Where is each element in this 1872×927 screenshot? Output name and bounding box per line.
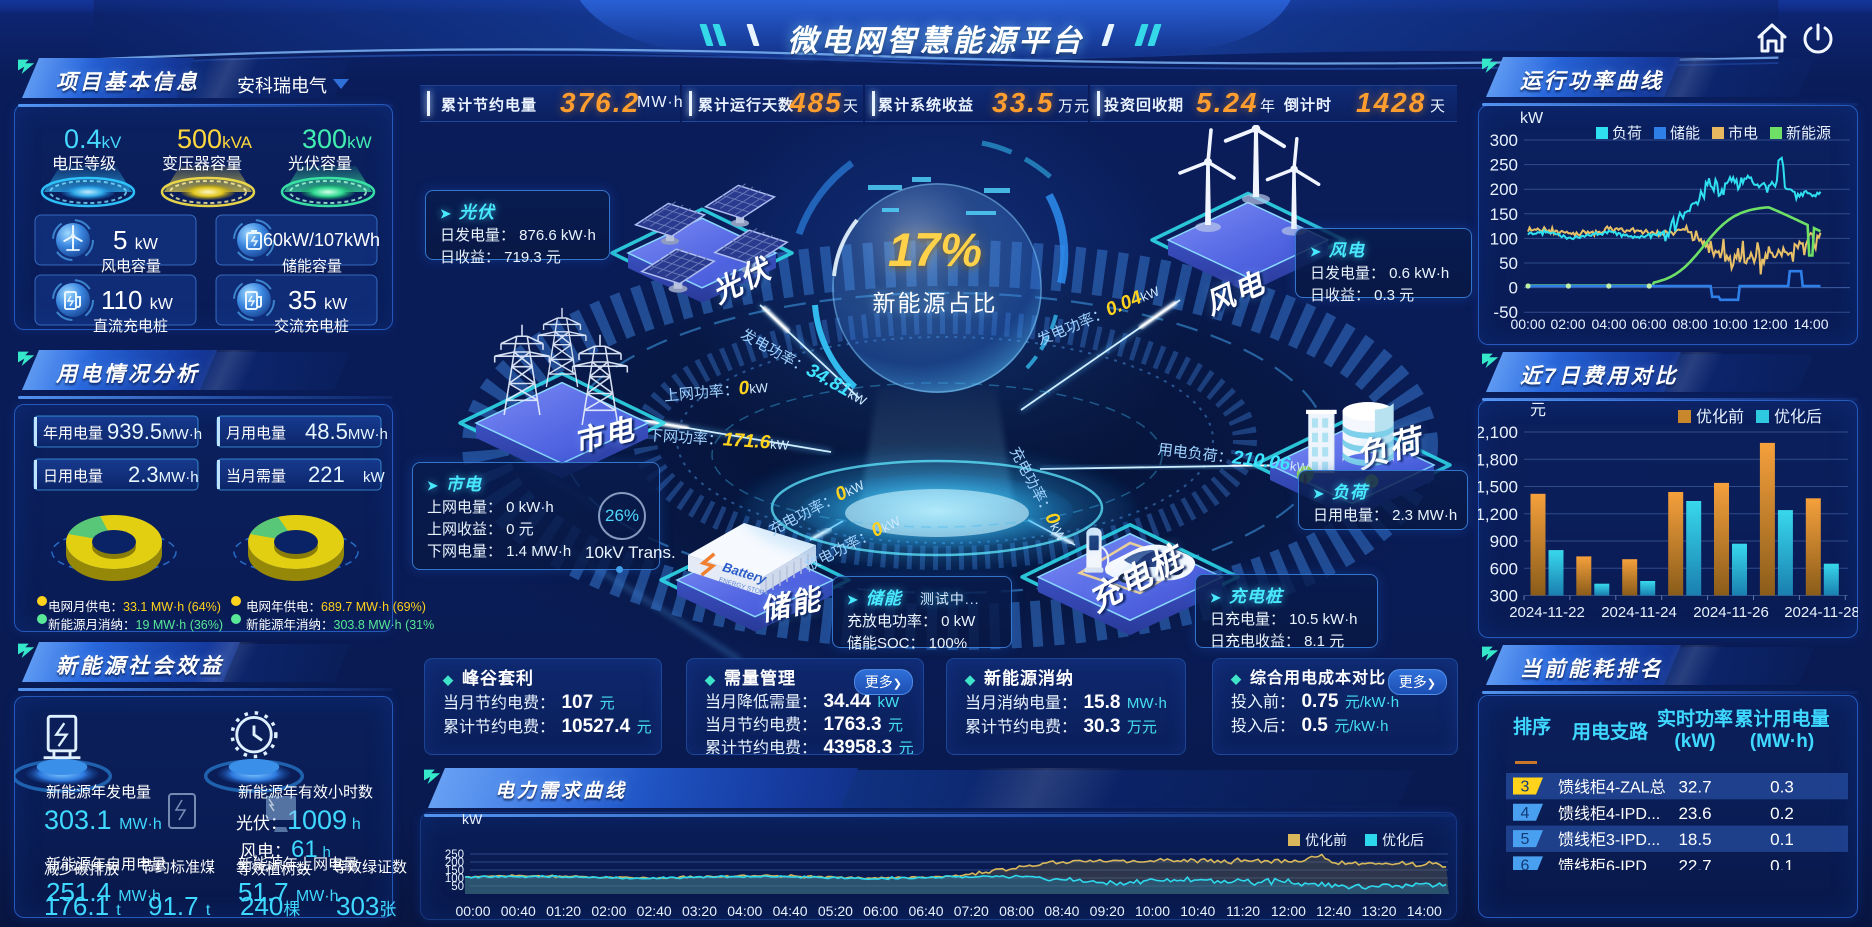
svg-text:0: 0 bbox=[1509, 279, 1518, 298]
svg-text:300: 300 bbox=[1490, 587, 1518, 606]
svg-text:储能: 储能 bbox=[1670, 125, 1700, 142]
svg-text:馈线柜6-IPD: 馈线柜6-IPD bbox=[1558, 857, 1647, 875]
svg-text:新能源: 新能源 bbox=[1786, 125, 1831, 142]
svg-text:04:40: 04:40 bbox=[773, 903, 808, 919]
svg-text:02:40: 02:40 bbox=[637, 903, 672, 919]
svg-text:馈线柜4-IPD...: 馈线柜4-IPD... bbox=[1558, 805, 1660, 823]
svg-text:23.6: 23.6 bbox=[1678, 804, 1711, 823]
svg-text:0.1: 0.1 bbox=[1770, 856, 1794, 875]
svg-text:200: 200 bbox=[1490, 180, 1518, 199]
svg-text:负荷: 负荷 bbox=[1612, 125, 1642, 142]
svg-text:优化前: 优化前 bbox=[1305, 832, 1347, 848]
svg-text:(MW·h): (MW·h) bbox=[1750, 731, 1814, 752]
svg-text:3: 3 bbox=[1521, 779, 1530, 796]
svg-text:2,100: 2,100 bbox=[1478, 423, 1518, 442]
svg-text:kW: kW bbox=[1520, 110, 1544, 127]
svg-text:用电支路: 用电支路 bbox=[1572, 720, 1649, 743]
svg-text:10:40: 10:40 bbox=[1180, 903, 1215, 919]
svg-text:22.7: 22.7 bbox=[1678, 856, 1711, 875]
svg-text:250: 250 bbox=[445, 849, 464, 861]
svg-text:优化前: 优化前 bbox=[1696, 408, 1744, 426]
svg-text:14:00: 14:00 bbox=[1793, 316, 1828, 332]
svg-text:09:20: 09:20 bbox=[1090, 903, 1125, 919]
svg-text:0.3: 0.3 bbox=[1770, 778, 1794, 797]
svg-text:600: 600 bbox=[1490, 559, 1518, 578]
svg-text:市电: 市电 bbox=[1728, 125, 1758, 142]
svg-text:02:00: 02:00 bbox=[1550, 316, 1585, 332]
svg-text:32.7: 32.7 bbox=[1678, 778, 1711, 797]
svg-text:200: 200 bbox=[445, 857, 464, 869]
svg-text:10:00: 10:00 bbox=[1135, 903, 1170, 919]
svg-text:累计用电量: 累计用电量 bbox=[1734, 707, 1829, 730]
svg-text:00:40: 00:40 bbox=[501, 903, 536, 919]
svg-text:2024-11-26: 2024-11-26 bbox=[1693, 604, 1769, 621]
svg-text:11:20: 11:20 bbox=[1226, 903, 1260, 919]
svg-text:优化后: 优化后 bbox=[1382, 832, 1424, 848]
svg-text:13:20: 13:20 bbox=[1361, 903, 1396, 919]
svg-text:14:00: 14:00 bbox=[1407, 903, 1442, 919]
svg-text:900: 900 bbox=[1490, 532, 1518, 551]
svg-text:排序: 排序 bbox=[1513, 715, 1551, 738]
svg-text:(kW): (kW) bbox=[1674, 731, 1715, 752]
svg-text:5: 5 bbox=[1521, 831, 1530, 848]
svg-text:12:00: 12:00 bbox=[1271, 903, 1306, 919]
svg-text:100: 100 bbox=[445, 873, 464, 885]
svg-text:1,800: 1,800 bbox=[1478, 450, 1518, 469]
svg-text:150: 150 bbox=[1490, 205, 1518, 224]
svg-text:2024-11-24: 2024-11-24 bbox=[1601, 604, 1677, 621]
svg-text:06:40: 06:40 bbox=[908, 903, 943, 919]
svg-text:馈线柜4-ZAL总: 馈线柜4-ZAL总 bbox=[1558, 779, 1666, 797]
svg-text:50: 50 bbox=[451, 881, 464, 893]
svg-text:2024-11-22: 2024-11-22 bbox=[1509, 604, 1585, 621]
svg-text:kW: kW bbox=[462, 811, 483, 827]
svg-text:1,200: 1,200 bbox=[1478, 505, 1518, 524]
svg-text:08:00: 08:00 bbox=[1672, 316, 1707, 332]
svg-text:03:20: 03:20 bbox=[682, 903, 717, 919]
svg-text:06:00: 06:00 bbox=[863, 903, 898, 919]
svg-text:1,500: 1,500 bbox=[1478, 478, 1518, 497]
svg-text:0.1: 0.1 bbox=[1770, 830, 1794, 849]
svg-text:250: 250 bbox=[1490, 156, 1518, 175]
svg-text:00:00: 00:00 bbox=[1510, 316, 1545, 332]
svg-text:04:00: 04:00 bbox=[1591, 316, 1626, 332]
svg-text:00:00: 00:00 bbox=[455, 903, 490, 919]
svg-text:优化后: 优化后 bbox=[1774, 408, 1822, 426]
svg-text:元: 元 bbox=[1530, 402, 1546, 419]
svg-text:300: 300 bbox=[1490, 131, 1518, 150]
svg-text:08:40: 08:40 bbox=[1044, 903, 1079, 919]
svg-text:6: 6 bbox=[1521, 857, 1530, 874]
svg-text:08:00: 08:00 bbox=[999, 903, 1034, 919]
svg-text:2024-11-28: 2024-11-28 bbox=[1784, 604, 1858, 621]
svg-text:12:00: 12:00 bbox=[1752, 316, 1787, 332]
svg-text:18.5: 18.5 bbox=[1678, 830, 1711, 849]
svg-text:0.2: 0.2 bbox=[1770, 804, 1794, 823]
svg-text:01:20: 01:20 bbox=[546, 903, 581, 919]
svg-text:150: 150 bbox=[445, 865, 464, 877]
svg-text:100: 100 bbox=[1490, 229, 1518, 248]
svg-text:12:40: 12:40 bbox=[1316, 903, 1351, 919]
svg-text:07:20: 07:20 bbox=[954, 903, 989, 919]
svg-text:馈线柜3-IPD...: 馈线柜3-IPD... bbox=[1558, 831, 1660, 849]
svg-text:10:00: 10:00 bbox=[1712, 316, 1747, 332]
svg-text:4: 4 bbox=[1521, 805, 1530, 822]
svg-text:04:00: 04:00 bbox=[727, 903, 762, 919]
svg-text:02:00: 02:00 bbox=[591, 903, 626, 919]
svg-text:-50: -50 bbox=[1493, 303, 1518, 322]
svg-text:06:00: 06:00 bbox=[1631, 316, 1666, 332]
svg-text:05:20: 05:20 bbox=[818, 903, 853, 919]
svg-text:实时功率: 实时功率 bbox=[1657, 707, 1733, 730]
svg-text:50: 50 bbox=[1499, 254, 1518, 273]
